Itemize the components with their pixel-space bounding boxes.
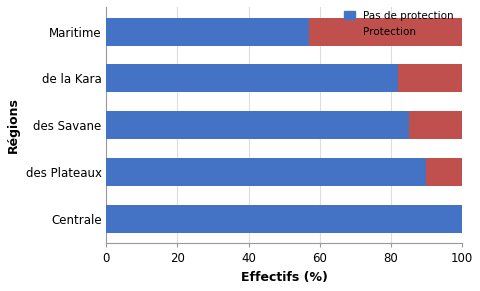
Bar bbox=[107, 111, 408, 139]
Bar bbox=[398, 64, 462, 93]
Legend: Pas de protection, Protection: Pas de protection, Protection bbox=[341, 8, 457, 40]
Bar bbox=[107, 158, 426, 186]
Y-axis label: Régions: Régions bbox=[7, 97, 20, 153]
Bar bbox=[107, 64, 398, 93]
Bar bbox=[426, 158, 462, 186]
Bar bbox=[107, 18, 309, 46]
Bar bbox=[408, 111, 462, 139]
X-axis label: Effectifs (%): Effectifs (%) bbox=[240, 271, 327, 284]
Bar bbox=[107, 205, 462, 233]
Bar bbox=[309, 18, 462, 46]
